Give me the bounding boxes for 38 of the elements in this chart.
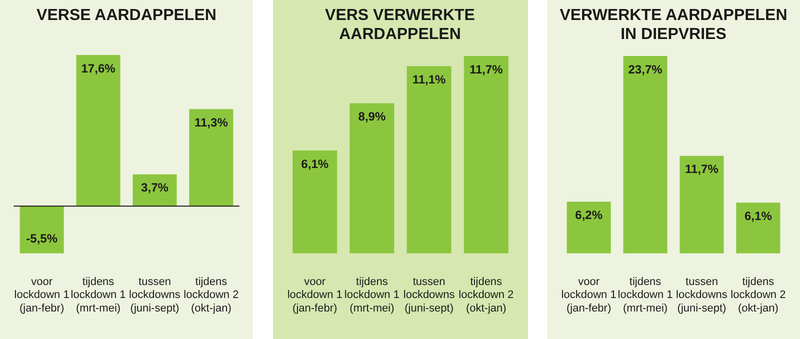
data-label: 11,7% <box>468 62 503 76</box>
x-tick-label: tussen lockdowns (juni-sept) <box>402 276 455 314</box>
x-tick-label: tijdens lockdown 2 (okt-jan) <box>458 276 514 314</box>
bar <box>349 103 394 254</box>
bar <box>736 202 780 254</box>
bar <box>566 202 611 254</box>
data-label: -5,5% <box>26 232 58 246</box>
data-label: 8,9% <box>358 110 386 124</box>
x-tick-label: tijdens lockdown 1 (mrt-mei) <box>344 276 399 314</box>
bar <box>292 150 337 254</box>
data-label: 6,1% <box>744 208 772 223</box>
bar <box>680 156 724 254</box>
x-tick-label: voor lockdown 1 (jan-febr) <box>286 276 342 314</box>
x-tick-label: voor lockdown 1 (jan-febr) <box>14 276 70 314</box>
bar <box>623 56 668 254</box>
x-tick-label: tijdens lockdown 1 (mrt-mei) <box>70 276 126 314</box>
chart-title: VERS VERWERKTE AARDAPPELEN <box>324 6 476 45</box>
x-tick-label: tijdens lockdown 1 (mrt-mei) <box>618 276 673 314</box>
data-label: 6,1% <box>300 156 328 171</box>
bar <box>76 55 120 206</box>
chart-title: VERSE AARDAPPELEN <box>36 6 218 26</box>
data-label: 23,7% <box>628 62 663 76</box>
data-label: 3,7% <box>141 180 169 195</box>
data-label: 11,3% <box>194 115 228 130</box>
x-tick-label: tussen lockdowns (juni-sept) <box>676 276 728 314</box>
x-tick-label: tussen lockdowns (juni-sept) <box>129 276 181 314</box>
data-label: 11,7% <box>685 162 719 176</box>
bar <box>189 109 234 206</box>
data-label: 17,6% <box>81 61 116 76</box>
bar <box>20 206 64 254</box>
data-label: 11,1% <box>412 72 446 86</box>
bar <box>406 66 451 254</box>
chart-title: VERWERKTE AARDAPPELEN IN DIEPVRIES <box>558 6 788 45</box>
bar <box>463 56 508 254</box>
data-label: 6,2% <box>575 208 603 222</box>
x-tick-label: tijdens lockdown 2 (okt-jan) <box>730 276 786 314</box>
x-tick-label: voor lockdown 1 (jan-febr) <box>561 276 616 314</box>
x-tick-label: tijdens lockdown 2 (okt-jan) <box>184 276 239 314</box>
